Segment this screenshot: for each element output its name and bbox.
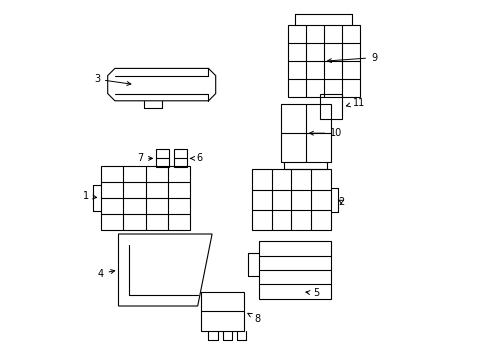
Text: 6: 6 [190,153,202,163]
Text: 4: 4 [97,269,115,279]
Text: 3: 3 [94,74,131,85]
Text: 2: 2 [338,197,344,207]
Text: 11: 11 [346,98,364,108]
Text: 9: 9 [327,53,376,63]
Text: 1: 1 [83,191,97,201]
Text: 5: 5 [305,288,319,298]
Text: 7: 7 [137,153,152,163]
Text: 10: 10 [309,128,342,138]
Text: 8: 8 [247,313,260,324]
